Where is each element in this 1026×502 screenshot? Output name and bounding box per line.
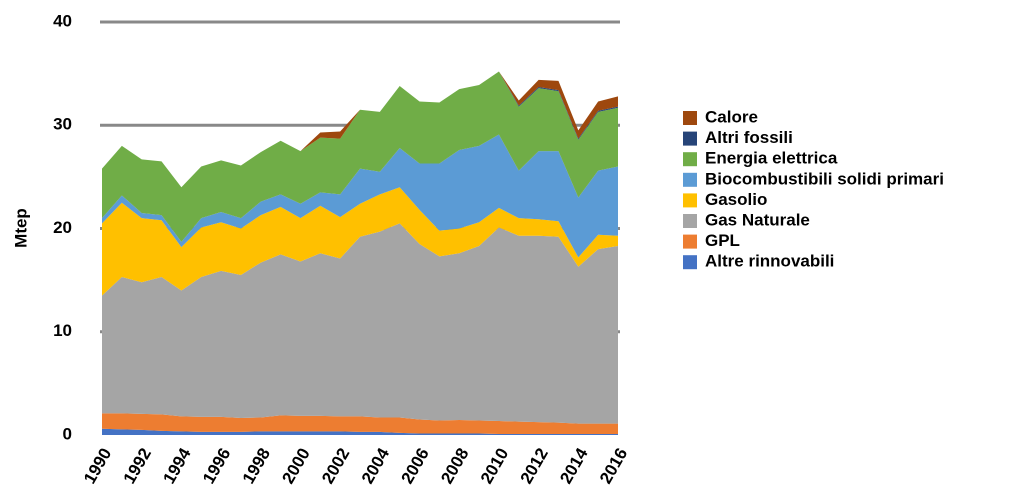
legend-label: Energia elettrica [705,149,838,168]
legend-swatch [683,131,697,146]
legend-swatch [683,234,697,249]
area [102,413,618,434]
x-tick-label: 2008 [437,445,472,487]
legend-label: Calore [705,107,758,126]
y-axis-label: Mtep [11,208,30,248]
legend-label: Gasolio [705,190,767,209]
x-tick-label: 2016 [596,445,631,487]
x-tick-label: 1998 [239,445,274,487]
y-tick-label: 20 [53,218,72,237]
area [102,134,618,258]
area [102,71,618,242]
legend-label: Altre rinnovabili [705,252,834,271]
x-tick-label: 2006 [398,445,433,487]
y-tick-label: 10 [53,321,72,340]
area [102,223,618,424]
legend-label: GPL [705,231,740,250]
legend-swatch [683,172,697,187]
legend-label: Gas Naturale [705,210,810,229]
x-tick-label: 1996 [199,445,234,487]
x-tick-label: 1994 [159,444,195,487]
y-tick-label: 40 [53,11,72,30]
y-tick-label: 0 [63,424,72,443]
legend-label: Biocombustibili solidi primari [705,169,944,188]
x-tick-label: 1992 [120,445,155,487]
legend-swatch [683,152,697,167]
legend-swatch [683,255,697,270]
area [102,187,618,296]
legend-swatch [683,111,697,125]
x-tick-label: 2010 [477,445,512,487]
x-tick-label: 2004 [358,444,394,487]
legend-swatch [683,193,697,208]
x-tick-label: 2014 [556,444,592,487]
y-tick-label: 30 [53,115,72,134]
legend-label: Altri fossili [705,128,793,147]
legend-swatch [683,214,697,228]
x-tick-label: 2000 [278,445,313,487]
x-tick-label: 1990 [80,445,115,487]
x-tick-label: 2012 [517,445,552,487]
x-tick-label: 2002 [318,445,353,487]
